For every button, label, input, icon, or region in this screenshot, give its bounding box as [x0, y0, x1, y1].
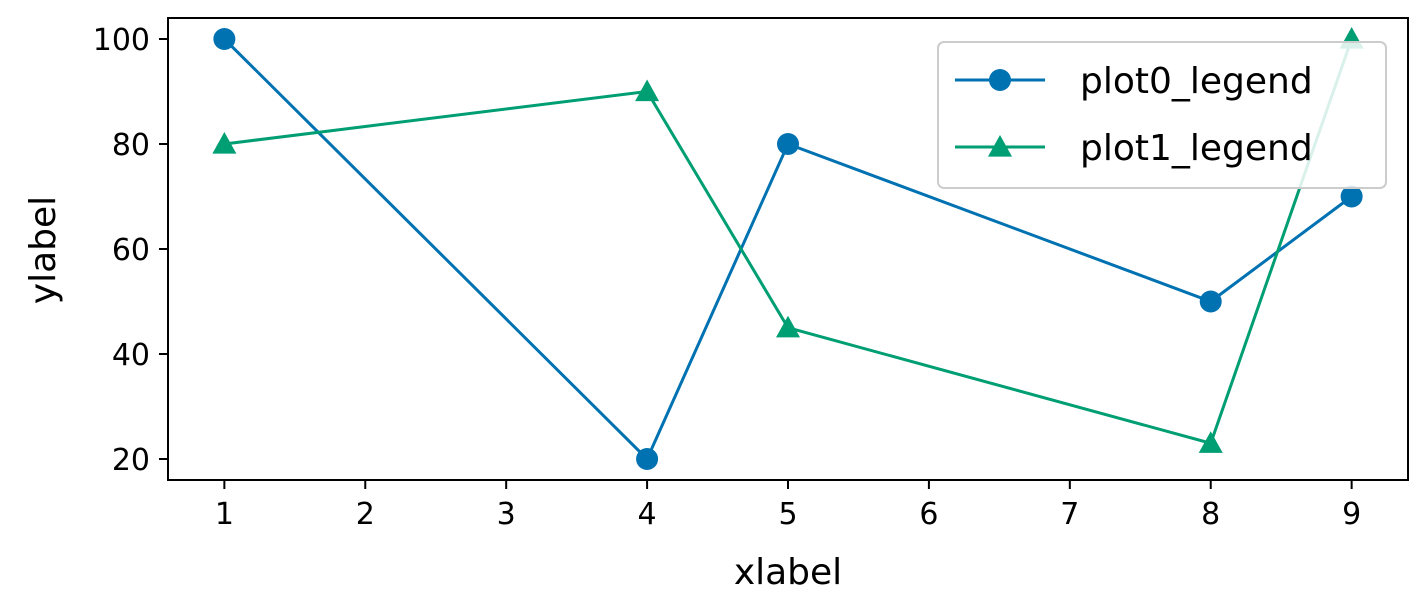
data-point-triangle: [1198, 431, 1223, 453]
data-point-circle: [777, 133, 799, 155]
series-layer: [212, 27, 1364, 470]
x-tick-label: 9: [1342, 497, 1361, 532]
x-tick-label: 8: [1201, 497, 1220, 532]
y-tick-label: 20: [112, 443, 150, 478]
legend-box: [937, 41, 1387, 189]
y-axis-ticks: 20 40 60 80 100: [93, 23, 168, 478]
data-point-triangle: [635, 79, 660, 102]
data-point-circle: [1199, 290, 1222, 313]
y-tick-label: 40: [112, 338, 150, 373]
y-tick-label: 100: [93, 23, 150, 58]
series-0: [213, 28, 1363, 470]
x-tick-label: 5: [778, 497, 797, 532]
y-tick-label: 80: [112, 128, 150, 163]
x-tick-label: 6: [919, 497, 938, 532]
data-point-circle: [213, 28, 236, 50]
legend-label: plot1_legend: [1080, 128, 1313, 169]
y-axis-title: ylabel: [23, 196, 64, 304]
data-point-circle: [1340, 185, 1363, 208]
y-tick-label: 60: [112, 233, 150, 268]
legend-label: plot0_legend: [1080, 61, 1313, 102]
legend: plot0_legend plot1_legend: [937, 41, 1387, 189]
legend-item: plot0_legend: [955, 61, 1313, 102]
x-tick-label: 4: [638, 497, 657, 532]
x-tick-label: 3: [497, 497, 516, 532]
data-point-triangle: [212, 132, 237, 154]
legend-marker-triangle: [988, 135, 1012, 157]
legend-item: plot1_legend: [955, 128, 1313, 169]
x-axis-title: xlabel: [734, 552, 842, 593]
x-axis-ticks: 1 2 3 4 5 6 7 8 9: [215, 480, 1361, 532]
x-tick-label: 1: [215, 497, 234, 532]
legend-marker-circle: [989, 69, 1011, 91]
data-point-triangle: [776, 315, 800, 338]
x-tick-label: 2: [356, 497, 375, 532]
data-point-circle: [636, 448, 659, 470]
x-tick-label: 7: [1060, 497, 1079, 532]
